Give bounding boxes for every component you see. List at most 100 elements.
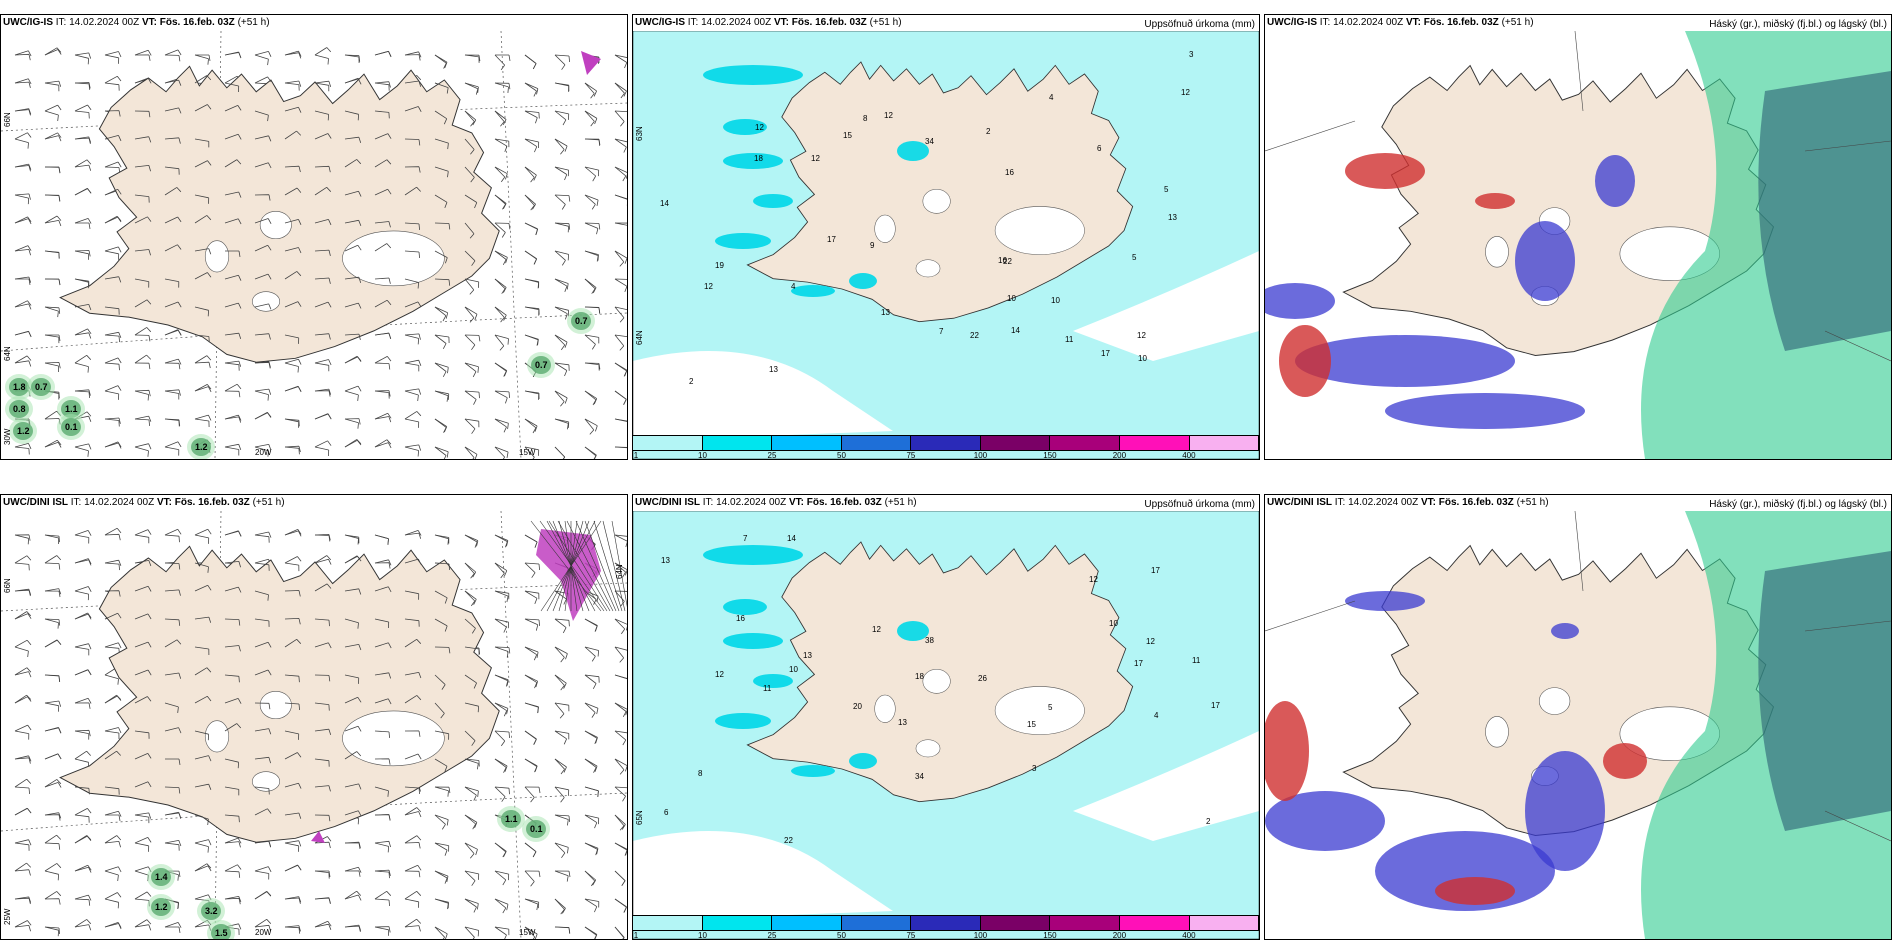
wind-barb [134, 327, 152, 336]
wind-barb [224, 446, 240, 456]
wind-barb [164, 922, 182, 928]
wind-barb [374, 534, 389, 545]
wind-barb [44, 80, 62, 87]
wind-barb [74, 643, 92, 650]
wind-barb [14, 730, 30, 740]
wind-barb [44, 753, 62, 760]
wind-barb [524, 222, 539, 235]
wind-barb [254, 54, 269, 66]
precip-value-label: 4 [791, 282, 796, 291]
precip-value-label: 11 [1192, 656, 1201, 665]
wind-barb [374, 299, 392, 308]
wind-barb [224, 383, 242, 392]
wind-barb [494, 222, 506, 238]
precip-value-label: 12 [872, 625, 881, 634]
wind-barb [44, 618, 59, 629]
wind-barb [614, 82, 627, 97]
wind-barb [14, 534, 29, 545]
wind-barb [344, 534, 359, 545]
wind-barb [164, 54, 181, 62]
precip-value-label: 17 [1134, 659, 1143, 668]
wind-barb [14, 562, 30, 571]
wind-barb [194, 839, 212, 846]
wind-barb [554, 54, 566, 70]
wind-barb [404, 807, 422, 816]
wind-barb [494, 562, 508, 577]
gust-value-label: 0.1 [530, 824, 543, 834]
wind-barb [584, 730, 598, 745]
gust-value-label: 0.7 [35, 382, 48, 392]
legend-swatch [1050, 436, 1120, 450]
cloud-intensity-red [1435, 877, 1515, 905]
wind-barb [614, 362, 627, 376]
precip-value-label: 14 [787, 534, 796, 543]
wind-barb [554, 730, 567, 745]
x-axis-label-15w: 15W [519, 928, 536, 937]
wind-barb [344, 356, 362, 364]
langjokull-glacier [259, 211, 292, 240]
field-label: Uppsöfnuð úrkoma (mm) [1144, 19, 1255, 30]
wind-barb [14, 193, 31, 200]
wind-barb [314, 758, 330, 767]
wind-barb [434, 590, 448, 604]
precip-value-label: 2 [689, 377, 694, 386]
wind-barb [314, 534, 331, 542]
wind-barb [554, 194, 566, 210]
wind-barb [584, 674, 600, 683]
wind-barb [554, 646, 565, 663]
wind-barb [344, 390, 359, 401]
wind-barb [284, 782, 302, 789]
wind-barb [344, 418, 359, 429]
precip-value-label: 14 [1011, 326, 1020, 335]
wind-barb [374, 412, 392, 420]
wind-barb [434, 814, 449, 826]
wind-barb [374, 277, 391, 284]
wind-barb [314, 558, 332, 565]
wind-barb [584, 646, 599, 657]
wind-barb [165, 926, 181, 933]
wind-barb [44, 588, 62, 595]
wind-barb [44, 842, 61, 850]
cloud-map [1265, 31, 1891, 459]
precip-value-label: 3 [1032, 764, 1037, 773]
legend-tick: 1 [633, 451, 639, 460]
wind-barb [14, 646, 29, 658]
y-axis-label-66n: 66N [3, 112, 12, 127]
wind-barb [404, 890, 422, 900]
wind-barb [14, 249, 31, 256]
wind-barb [554, 898, 566, 914]
wind-barb [434, 306, 449, 319]
panel-title: UWC/DINI ISL IT: 14.02.2024 00Z VT: Fös.… [635, 497, 917, 508]
myrdalsjokull-glacier [915, 259, 941, 278]
wind-barb [194, 361, 211, 369]
wind-barb [224, 360, 242, 367]
wind-barb [464, 194, 478, 209]
wind-barb [614, 926, 625, 939]
wind-barb [614, 390, 627, 405]
wind-barb [554, 194, 571, 202]
wind-barb [494, 194, 507, 209]
wind-barb [494, 306, 507, 321]
gust-value-label: 1.8 [13, 382, 26, 392]
wind-barb [524, 278, 539, 289]
wind-barb [104, 866, 122, 873]
high-wind-area [581, 51, 601, 75]
wind-barb [524, 334, 539, 346]
wind-barb [494, 562, 505, 579]
wind-barb [524, 306, 540, 316]
wind-barb [584, 814, 598, 829]
wind-barb [374, 758, 391, 765]
wind-barb [104, 730, 120, 740]
wind-barb [224, 786, 240, 796]
wind-barb [314, 413, 332, 420]
wind-barb [74, 278, 89, 289]
wind-barb [164, 389, 181, 396]
wind-barb [314, 186, 332, 196]
wind-barb [374, 390, 390, 399]
wind-barb [14, 639, 32, 648]
wind-barb [74, 390, 90, 398]
wind-barb [44, 926, 60, 935]
wind-barb [14, 925, 31, 932]
wind-barb [254, 866, 272, 873]
legend-swatch [633, 916, 703, 930]
